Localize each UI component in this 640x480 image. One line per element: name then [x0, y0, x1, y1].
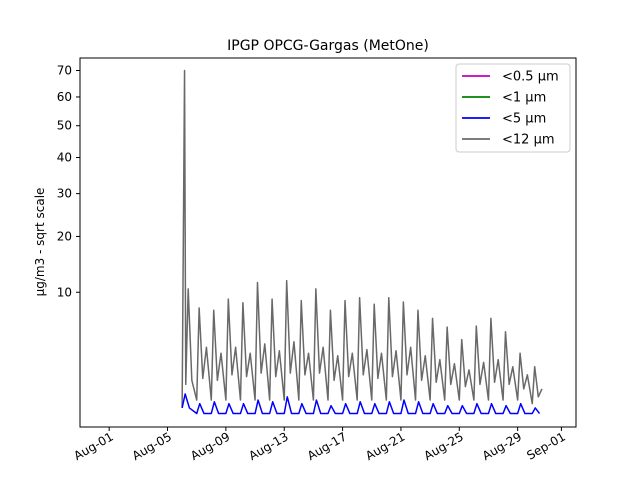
series-layer — [181, 69, 543, 415]
legend-label: <1 µm — [502, 91, 546, 106]
axes-frame — [79, 57, 577, 428]
x-tick-label: Sep-01 — [524, 429, 568, 462]
x-tick-label: Aug-25 — [422, 429, 466, 463]
legend-label: <5 µm — [502, 112, 546, 127]
x-tick-label: Aug-21 — [363, 429, 407, 463]
legend-label: <12 µm — [502, 133, 555, 148]
y-tick-label: 70 — [57, 64, 72, 78]
x-tick-label: Aug-13 — [246, 429, 290, 463]
x-tick-label: Aug-05 — [130, 429, 174, 463]
chart-title: IPGP OPCG-Gargas (MetOne) — [227, 38, 429, 54]
legend-box — [455, 63, 571, 153]
legend: <0.5 µm <1 µm <5 µm <12 µm — [455, 63, 571, 153]
y-tick-label: 50 — [57, 119, 72, 133]
y-tick-label: 30 — [57, 187, 72, 201]
x-tick-label: Aug-09 — [188, 429, 232, 463]
y-tick-label: 60 — [57, 90, 72, 104]
x-tick-label: Aug-29 — [480, 429, 524, 463]
y-tick-label: 20 — [57, 229, 72, 243]
y-tick-label: 10 — [57, 285, 72, 299]
series-line-3 — [181, 393, 541, 415]
x-tick-label: Aug-17 — [305, 429, 349, 463]
x-tick-label: Aug-01 — [71, 429, 115, 463]
legend-label: <0.5 µm — [502, 70, 559, 85]
series-line-4 — [181, 69, 543, 408]
y-axis-label: µg/m3 - sqrt scale — [33, 188, 47, 297]
y-tick-label: 40 — [57, 151, 72, 165]
